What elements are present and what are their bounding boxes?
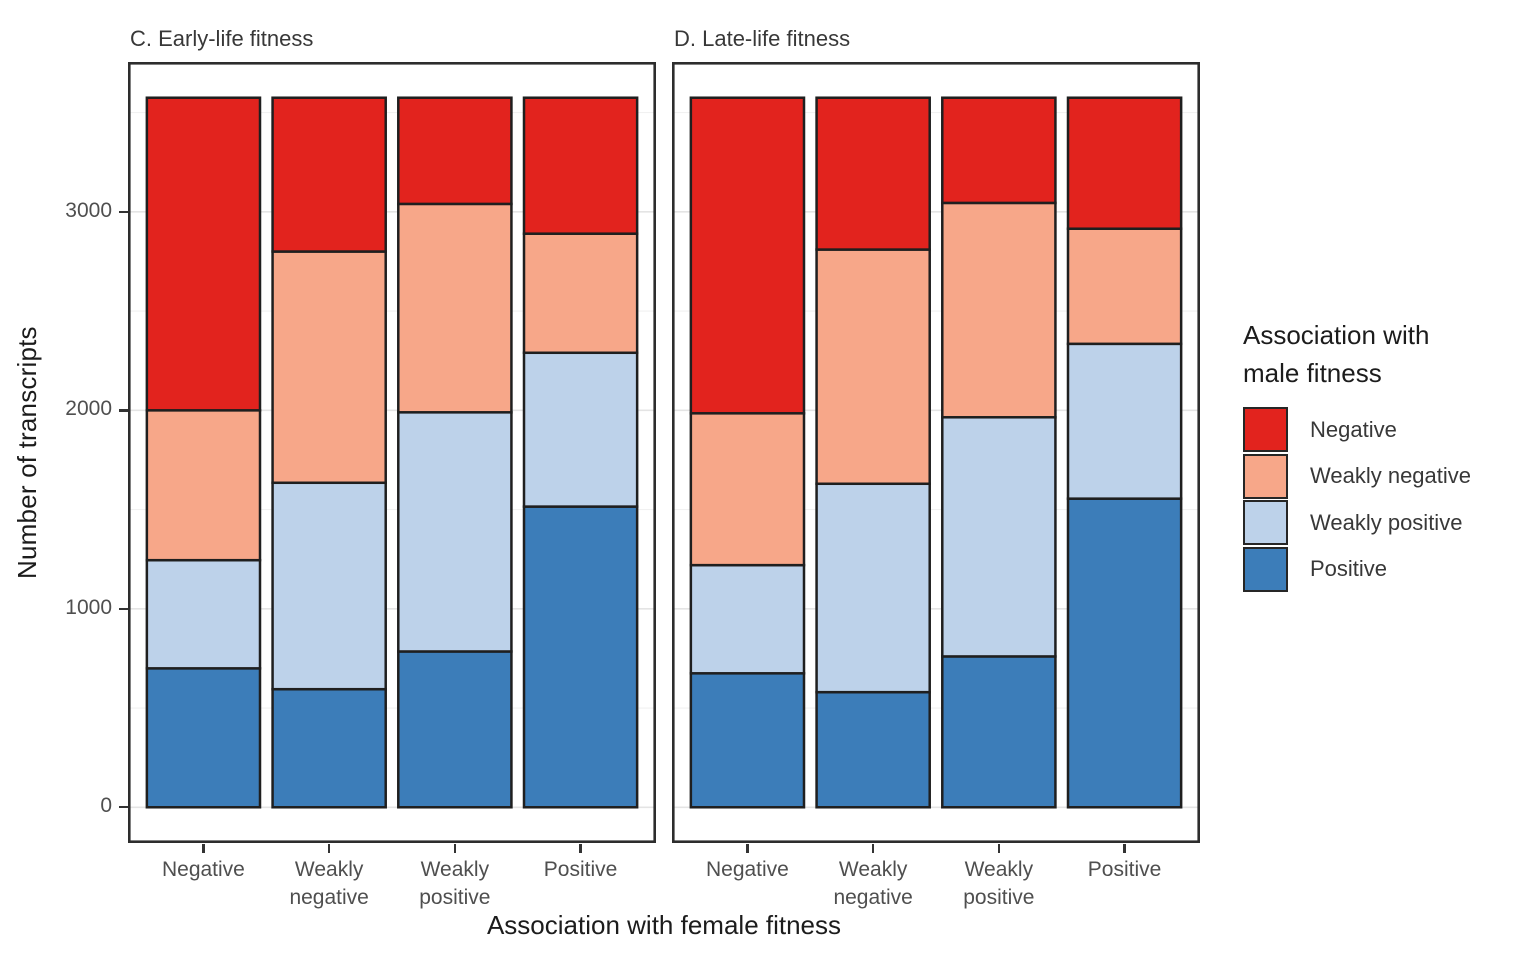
bar-segment xyxy=(815,248,931,486)
bar-segment xyxy=(145,667,262,809)
legend-entry: Positive xyxy=(1243,546,1471,592)
bar-segment xyxy=(145,96,262,412)
panel-border xyxy=(128,62,656,843)
legend-swatch xyxy=(1243,500,1288,545)
bar-segment xyxy=(271,250,387,485)
bar-segment xyxy=(815,96,931,251)
bar-segment xyxy=(271,687,387,809)
x-tick-label: Negative xyxy=(161,858,245,881)
y-tick-label: 3000 xyxy=(65,198,112,222)
x-tick-label: Weakly negative xyxy=(289,858,369,909)
bar-segment xyxy=(522,505,639,809)
bar-segment xyxy=(1066,342,1183,500)
x-tick-label: Positive xyxy=(1087,858,1162,881)
bar-segment xyxy=(397,411,513,653)
bar-segment xyxy=(689,412,806,567)
bar-segment xyxy=(145,558,262,670)
x-tick-mark xyxy=(453,844,457,853)
bar-segment xyxy=(1066,497,1183,809)
bar-segment xyxy=(397,202,513,414)
panel-late-life-fitness xyxy=(672,62,1200,843)
y-tick-label: 2000 xyxy=(65,397,112,421)
x-tick-label: Positive xyxy=(543,858,618,881)
bar-segment xyxy=(941,655,1057,809)
x-axis-title: Association with female fitness xyxy=(486,910,842,940)
panel-title-early-life-fitness: C. Early-life fitness xyxy=(130,26,314,51)
x-tick-mark xyxy=(202,844,205,853)
x-tick-label: Weakly negative xyxy=(833,858,913,909)
bar-segment xyxy=(522,232,639,355)
y-tick-mark xyxy=(119,806,128,809)
legend-swatch xyxy=(1243,453,1288,499)
x-tick-mark xyxy=(997,844,1001,853)
legend-entries: Negative Weakly negative Weakly positive Po… xyxy=(1243,407,1471,592)
bar-segment xyxy=(941,201,1057,419)
panel-title-late-life-fitness: D. Late-life fitness xyxy=(674,26,851,51)
bar-segment xyxy=(815,482,931,694)
bar-segment xyxy=(1066,96,1183,230)
legend-title-line-2: male fitness xyxy=(1243,358,1382,388)
bar-segment xyxy=(271,96,387,253)
bar-segment xyxy=(815,690,931,809)
legend-label: Weakly negative xyxy=(1310,463,1472,488)
y-tick-mark xyxy=(119,210,128,214)
legend-entry: Weakly positive xyxy=(1243,500,1471,545)
x-tick-mark xyxy=(579,844,582,853)
x-tick-mark xyxy=(871,844,875,853)
y-tick-label: 0 xyxy=(100,794,112,818)
y-tick-mark xyxy=(119,409,128,412)
x-tick-label: Weakly positive xyxy=(419,858,491,909)
legend-entry: Negative xyxy=(1243,407,1471,452)
bar-segment xyxy=(397,96,513,206)
bar-segment xyxy=(689,563,806,675)
panel-border xyxy=(672,62,1200,843)
legend-label: Negative xyxy=(1310,416,1397,442)
bar-segment xyxy=(941,416,1057,658)
x-tick-label: Negative xyxy=(705,858,789,881)
legend-entry: Weakly negative xyxy=(1243,453,1472,499)
legend-swatch xyxy=(1243,546,1288,592)
bar-segment xyxy=(271,481,387,691)
x-tick-mark xyxy=(327,844,331,853)
x-tick-mark xyxy=(746,844,749,853)
bar-segment xyxy=(1066,227,1183,346)
legend: Association with male fitness Negative We… xyxy=(1243,316,1471,593)
x-tick-mark xyxy=(1123,844,1126,853)
y-tick-mark xyxy=(119,607,128,610)
y-axis-title: Number of transcripts xyxy=(12,326,42,579)
bar-segment xyxy=(397,650,513,809)
bar-segment xyxy=(689,672,806,809)
bar-segment xyxy=(145,409,262,562)
bar-segment xyxy=(522,351,639,508)
bar-segment xyxy=(522,96,639,235)
y-tick-label: 1000 xyxy=(65,595,112,619)
legend-swatch xyxy=(1243,407,1288,452)
bar-segment xyxy=(689,96,806,415)
legend-label: Positive xyxy=(1310,556,1388,581)
legend-label: Weakly positive xyxy=(1310,509,1463,535)
legend-title-line-1: Association with xyxy=(1243,320,1430,350)
panel-early-life-fitness xyxy=(128,62,656,843)
x-tick-label: Weakly positive xyxy=(963,858,1035,909)
legend-title: Association with male fitness xyxy=(1243,316,1471,392)
bar-segment xyxy=(941,96,1057,205)
